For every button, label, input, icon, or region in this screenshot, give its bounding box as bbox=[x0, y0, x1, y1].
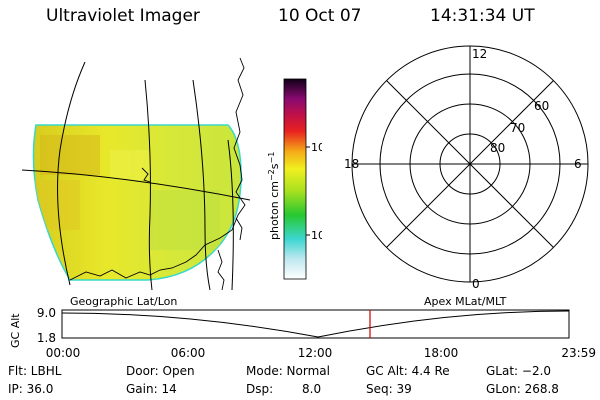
polar-grid bbox=[351, 45, 589, 283]
mlt-label-18: 18 bbox=[344, 157, 359, 171]
dsp-value: 8.0 bbox=[302, 382, 322, 396]
emission-texture bbox=[33, 135, 220, 250]
lat-lon-grid bbox=[21, 61, 251, 290]
mlt-label-0: 0 bbox=[472, 277, 480, 291]
x-tick-1200: 12:00 bbox=[298, 346, 333, 360]
mlt-label-12: 12 bbox=[472, 47, 487, 61]
date-label: 10 Oct 07 bbox=[278, 6, 362, 26]
altitude-timeline: GC Alt 9.0 1.8 00:00 06:00 12:00 18:00 2… bbox=[9, 306, 596, 360]
x-tick-0000: 00:00 bbox=[46, 346, 81, 360]
x-tick-2359: 23:59 bbox=[561, 346, 596, 360]
lat-label-80: 80 bbox=[490, 141, 505, 155]
y-tick-9: 9.0 bbox=[37, 306, 56, 320]
app-title: Ultraviolet Imager bbox=[46, 6, 200, 26]
gain-info: Gain: 14 bbox=[126, 382, 177, 396]
colorbar-tick-10: 10 bbox=[311, 229, 322, 242]
colorbar-ticks bbox=[306, 146, 310, 236]
door-info: Door: Open bbox=[126, 364, 195, 378]
lat-label-60: 60 bbox=[534, 99, 549, 113]
geographic-title: Geographic Lat/Lon bbox=[70, 295, 178, 308]
coastline bbox=[69, 57, 246, 290]
ip-info: IP: 36.0 bbox=[8, 382, 54, 396]
apex-title: Apex MLat/MLT bbox=[424, 295, 507, 308]
polar-mlat-mlt-plot: 12 6 0 18 60 70 80 bbox=[344, 45, 589, 291]
color-gradient bbox=[283, 78, 307, 280]
timeline-frame bbox=[61, 309, 570, 339]
time-label: 14:31:34 UT bbox=[430, 6, 535, 26]
dsp-label: Dsp: bbox=[246, 382, 274, 396]
lat-label-70: 70 bbox=[510, 121, 525, 135]
gc-alt-info: GC Alt: 4.4 Re bbox=[366, 364, 450, 378]
y-tick-1-8: 1.8 bbox=[37, 331, 56, 345]
filter-info: Flt: LBHL bbox=[8, 364, 62, 378]
glat-info: GLat: −2.0 bbox=[486, 364, 552, 378]
color-scale-bar: 100 10 photon cm−2s−1 bbox=[267, 78, 322, 280]
mlt-label-6: 6 bbox=[574, 157, 582, 171]
mode-info: Mode: Normal bbox=[246, 364, 330, 378]
altitude-curve bbox=[61, 310, 570, 338]
colorbar-unit-label: photon cm−2s−1 bbox=[267, 152, 281, 240]
glon-info: GLon: 268.8 bbox=[486, 382, 559, 396]
x-tick-1800: 18:00 bbox=[424, 346, 459, 360]
geographic-image-panel bbox=[21, 57, 251, 290]
x-tick-0600: 06:00 bbox=[171, 346, 206, 360]
seq-info: Seq: 39 bbox=[366, 382, 412, 396]
gc-alt-axis-label: GC Alt bbox=[9, 313, 22, 348]
colorbar-tick-100: 100 bbox=[311, 141, 322, 154]
